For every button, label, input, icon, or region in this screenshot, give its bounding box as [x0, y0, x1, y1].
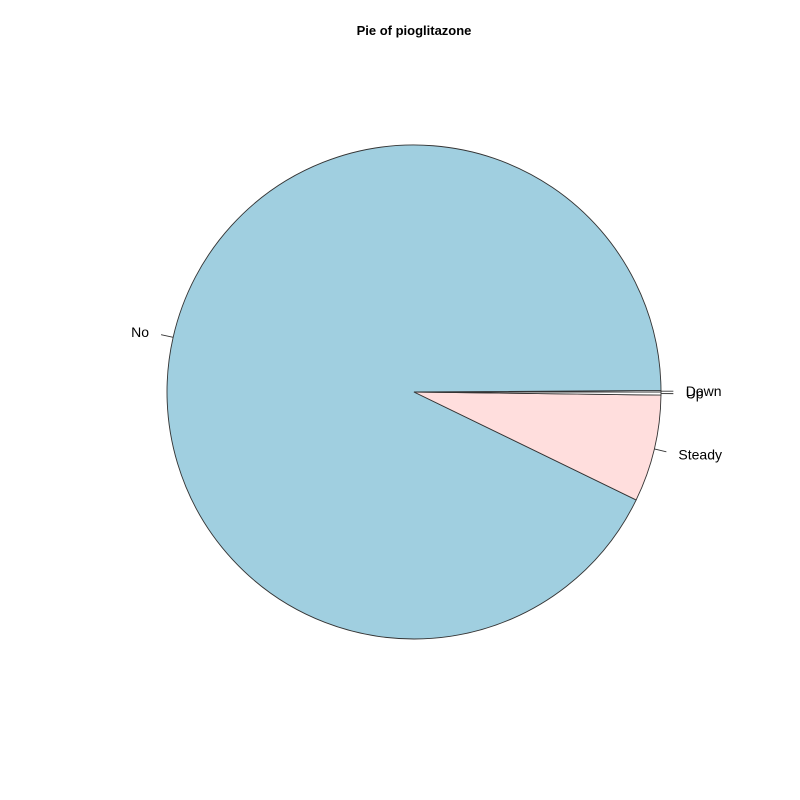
pie-label-no: No [131, 324, 149, 340]
pie-labels: Down No Steady Up [131, 324, 722, 463]
pie-slices [166, 144, 662, 640]
pie-leader-no [160, 334, 174, 338]
pie-slice-steady [413, 391, 662, 501]
pie-leader-steady [654, 448, 667, 453]
pie-label-steady: Steady [678, 447, 722, 463]
pie-label-up: Up [686, 386, 704, 402]
chart-title: Pie of pioglitazone [357, 23, 472, 38]
pie-label-down: Down [686, 383, 722, 399]
pie-slice-up [413, 391, 662, 396]
